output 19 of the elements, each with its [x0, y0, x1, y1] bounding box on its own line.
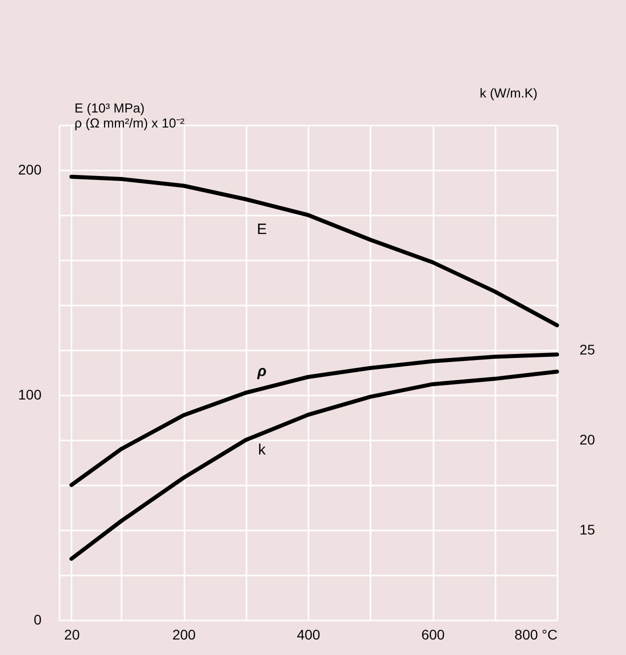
- y2-tick-label: 15: [580, 522, 596, 538]
- y-axis-title: E (10³ MPa) ρ (Ω mm²/m) x 10⁻²: [74, 100, 186, 130]
- y-tick-label: 0: [34, 612, 42, 628]
- x-tick-label: 800 °C: [514, 626, 558, 642]
- x-tick-label: 400: [296, 626, 320, 642]
- series-label: ρ: [256, 362, 266, 380]
- series-label: k: [258, 441, 266, 458]
- line-series: [69, 174, 559, 328]
- x-tick-label: 200: [172, 626, 196, 642]
- y-tick-label: 200: [18, 162, 42, 178]
- line-series: [69, 370, 559, 561]
- x-tick-label: 20: [64, 626, 80, 642]
- y2-axis-title: k (W/m.K): [480, 86, 538, 100]
- y2-tick-label: 20: [580, 432, 596, 448]
- y-tick-label: 100: [18, 386, 42, 402]
- y2-tick-label: 25: [580, 342, 596, 358]
- series-label: E: [256, 221, 267, 238]
- line-series: [69, 352, 559, 487]
- x-tick-label: 600: [421, 626, 445, 642]
